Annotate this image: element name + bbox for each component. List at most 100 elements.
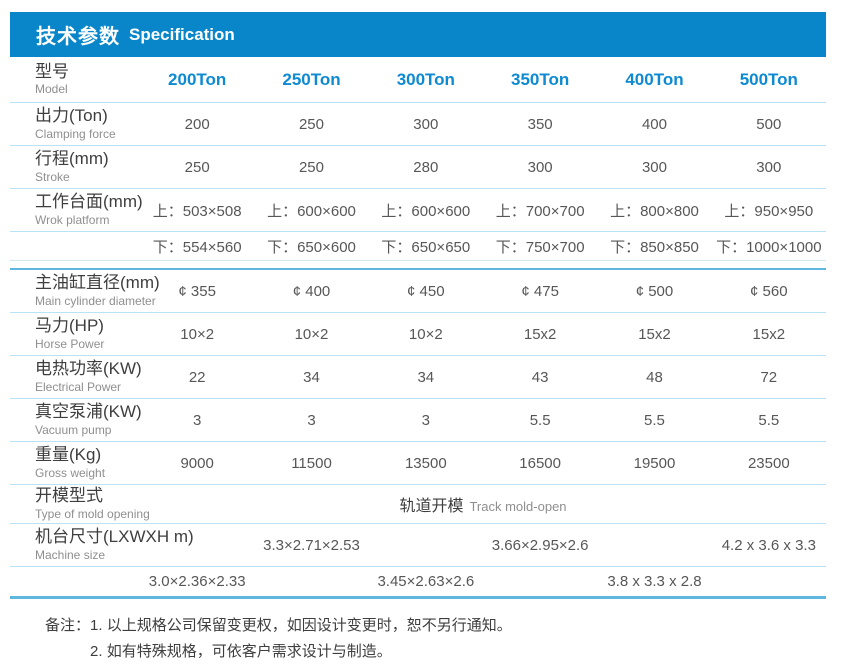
value-cell: 下：850×850	[597, 232, 712, 261]
value-cell: 48	[597, 356, 712, 399]
value-cell: 72	[711, 356, 826, 399]
value-cell: ¢ 560	[711, 270, 826, 313]
row-label-zh: 主油缸直径(mm)	[35, 273, 160, 293]
row-label-en: Wrok platform	[35, 212, 110, 227]
value-cell: 250	[140, 146, 255, 189]
row-label-en: Horse Power	[35, 336, 105, 351]
value-cell: 9000	[140, 442, 255, 485]
value-cell: 15x2	[711, 313, 826, 356]
value-cell: 500	[711, 103, 826, 146]
remarks-line-2: 2. 如有特殊规格，可依客户需求设计与制造。	[90, 643, 392, 660]
remarks: 备注： 1. 以上规格公司保留变更权，如因设计变更时，恕不另行通知。 2. 如有…	[45, 613, 826, 665]
remarks-line-1: 1. 以上规格公司保留变更权，如因设计变更时，恕不另行通知。	[90, 617, 512, 634]
section-title-en: Specification	[129, 24, 235, 44]
value-cell: 43	[482, 356, 598, 399]
value-cell: 3.0×2.36×2.33	[140, 567, 255, 599]
row-label-en: Clamping force	[35, 126, 116, 141]
row-clamping-force: 出力(Ton) Clamping force 200 250 300 350 400 500	[10, 103, 826, 146]
value-cell: 上：700×700	[482, 189, 598, 232]
value-cell	[711, 567, 826, 599]
row-label-en: Type of mold opening	[35, 506, 150, 521]
value-cell: 350	[482, 103, 598, 146]
value-cell: 300	[482, 146, 598, 189]
value-cell: 400	[597, 103, 712, 146]
row-label: 真空泵浦(KW) Vacuum pump	[10, 399, 142, 442]
value-cell: 上：600×600	[368, 189, 483, 232]
row-label-zh: 行程(mm)	[35, 149, 109, 169]
value-cell: 16500	[482, 442, 598, 485]
value-cell: 250	[254, 146, 369, 189]
value-cell: 19500	[597, 442, 712, 485]
row-label: 重量(Kg) Gross weight	[10, 442, 140, 485]
value-cell: ¢ 355	[140, 270, 255, 313]
value-cell: 500Ton	[711, 57, 826, 103]
row-label-zh: 机台尺寸(LXWXH m)	[35, 527, 194, 547]
row-machine-size-a: 机台尺寸(LXWXH m) Machine size 3.3×2.71×2.53 3.…	[10, 524, 826, 567]
row-gross-weight: 重量(Kg) Gross weight 9000 11500 13500 16500 195…	[10, 442, 826, 485]
value-cell: 下：650×600	[254, 232, 369, 261]
row-label: 马力(HP) Horse Power	[10, 313, 140, 356]
row-label-zh: 工作台面(mm)	[35, 192, 143, 212]
value-cell	[140, 524, 255, 567]
value-cell: 5.5	[482, 399, 598, 442]
mold-open-value: 轨道开模 Track mold-open	[140, 485, 826, 524]
row-label	[10, 567, 140, 599]
value-cell: 15x2	[597, 313, 712, 356]
row-label: 机台尺寸(LXWXH m) Machine size	[10, 524, 194, 567]
value-cell: 下：554×560	[140, 232, 255, 261]
value-cell: 300	[368, 103, 483, 146]
section-title-zh: 技术参数	[36, 26, 120, 48]
value-cell: 3.8 x 3.3 x 2.8	[597, 567, 712, 599]
value-cell: ¢ 400	[254, 270, 369, 313]
row-label: 电热功率(KW) Electrical Power	[10, 356, 142, 399]
row-label	[10, 232, 140, 261]
row-label-zh: 型号	[35, 61, 69, 81]
value-cell: 200Ton	[140, 57, 255, 103]
row-horse-power: 马力(HP) Horse Power 10×2 10×2 10×2 15x2 15x2 15x…	[10, 313, 826, 356]
row-machine-size-b: 3.0×2.36×2.33 3.45×2.63×2.6 3.8 x 3.3 x 2.…	[10, 567, 826, 599]
row-stroke: 行程(mm) Stroke 250 250 280 300 300 300	[10, 146, 826, 189]
row-label: 行程(mm) Stroke	[10, 146, 140, 189]
row-label-en: Gross weight	[35, 465, 106, 480]
value-cell: 3	[140, 399, 255, 442]
value-cell: 3.3×2.71×2.53	[254, 524, 369, 567]
row-label: 主油缸直径(mm) Main cylinder diameter	[10, 270, 160, 313]
value-cell: 5.5	[711, 399, 826, 442]
row-label: 出力(Ton) Clamping force	[10, 103, 140, 146]
value-cell: 350Ton	[482, 57, 598, 103]
value-cell	[254, 567, 369, 599]
row-electrical-power: 电热功率(KW) Electrical Power 22 34 34 43 48 72	[10, 356, 826, 399]
row-label-zh: 马力(HP)	[35, 316, 104, 336]
value-cell: 300Ton	[368, 57, 483, 103]
value-cell: 下：750×700	[482, 232, 598, 261]
row-label-en: Vacuum pump	[35, 422, 112, 437]
value-cell: 300	[711, 146, 826, 189]
value-cell	[368, 524, 483, 567]
value-cell: 下：650×650	[368, 232, 483, 261]
row-work-platform-lower: 下：554×560 下：650×600 下：650×650 下：750×700 下：85…	[10, 232, 826, 261]
spec-table-body: 型号 Model 200Ton 250Ton 300Ton 350Ton 400Ton 500…	[10, 57, 826, 599]
value-cell: ¢ 500	[597, 270, 712, 313]
value-cell: 5.5	[597, 399, 712, 442]
row-mold-opening: 开模型式 Type of mold opening 轨道开模 Track mold-o…	[10, 485, 826, 524]
row-label-zh: 出力(Ton)	[35, 106, 108, 126]
value-cell: 34	[254, 356, 369, 399]
row-label-zh: 开模型式	[35, 486, 103, 506]
value-cell	[597, 524, 712, 567]
value-cell: 23500	[711, 442, 826, 485]
row-label-en: Electrical Power	[35, 379, 122, 394]
row-label: 型号 Model	[10, 57, 140, 103]
row-label-en: Main cylinder diameter	[35, 293, 156, 308]
row-label-zh: 真空泵浦(KW)	[35, 402, 142, 422]
row-vacuum-pump: 真空泵浦(KW) Vacuum pump 3 3 3 5.5 5.5 5.5	[10, 399, 826, 442]
remarks-label: 备注：	[45, 617, 91, 634]
value-cell: ¢ 475	[482, 270, 598, 313]
row-label-zh: 重量(Kg)	[35, 445, 102, 465]
row-work-platform-upper: 工作台面(mm) Wrok platform 上：503×508 上：600×600 上…	[10, 189, 826, 232]
value-cell: 上：950×950	[711, 189, 826, 232]
mold-open-en: Track mold-open	[469, 499, 567, 514]
value-cell: 3	[368, 399, 483, 442]
value-cell: 22	[140, 356, 255, 399]
row-main-cylinder: 主油缸直径(mm) Main cylinder diameter ¢ 355 ¢ 40…	[10, 270, 826, 313]
